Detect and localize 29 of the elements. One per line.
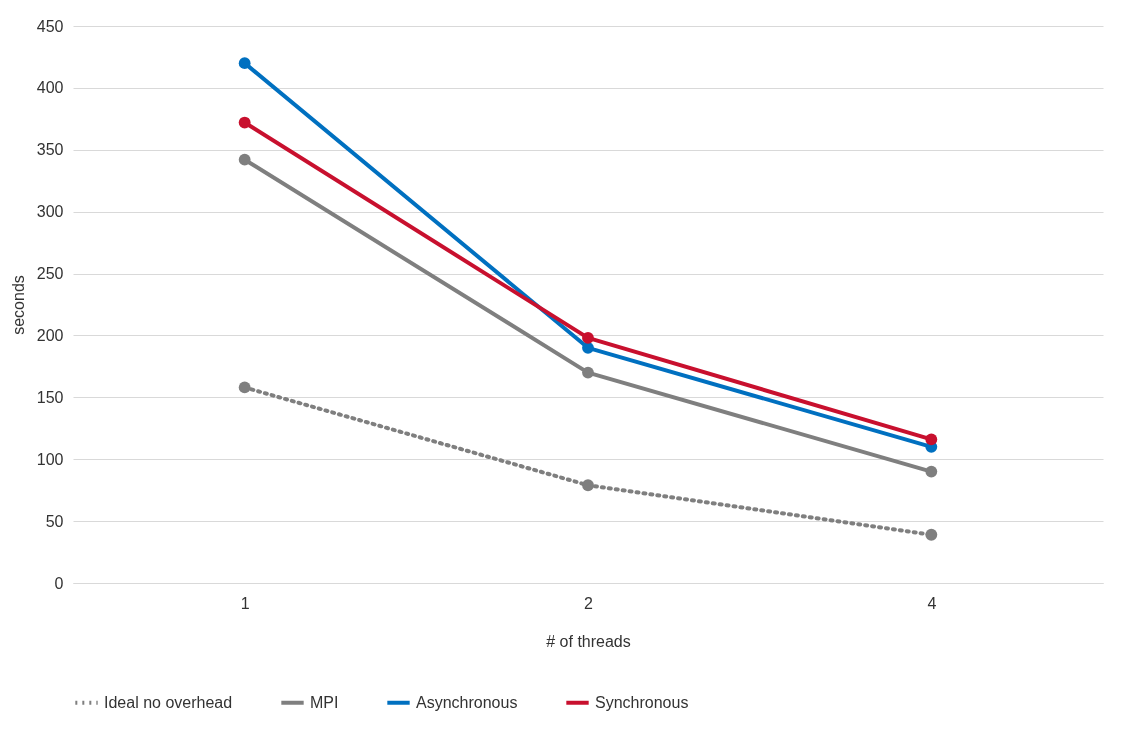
- legend-label: Synchronous: [595, 693, 689, 711]
- y-tick-label: 300: [36, 203, 64, 221]
- y-tick-label: 250: [36, 265, 64, 283]
- y-tick-label: 100: [36, 450, 64, 468]
- point: [925, 433, 938, 446]
- point: [582, 332, 594, 344]
- y-tick-label: 200: [36, 326, 64, 344]
- point: [925, 465, 938, 478]
- legend-label: MPI: [310, 693, 339, 711]
- y-tick-label: 0: [54, 574, 64, 592]
- point: [582, 479, 594, 492]
- point: [238, 381, 251, 394]
- x-tick-label: 2: [584, 594, 594, 612]
- point: [238, 153, 251, 166]
- y-tick-label: 350: [36, 141, 64, 159]
- y-tick-label: 400: [36, 79, 64, 97]
- x-tick-label: 1: [240, 594, 250, 612]
- y-tick-label: 50: [45, 512, 64, 530]
- x-axis-title: # of threads: [546, 632, 631, 650]
- point: [925, 528, 938, 541]
- y-axis-title: seconds: [9, 275, 27, 335]
- legend-label: Ideal no overhead: [104, 693, 233, 711]
- x-tick-label: 4: [927, 594, 937, 612]
- legend-label: Asynchronous: [416, 693, 518, 711]
- point: [238, 116, 251, 129]
- point: [238, 57, 251, 70]
- y-tick-label: 450: [36, 17, 64, 35]
- y-tick-label: 150: [36, 388, 64, 406]
- point: [582, 366, 594, 379]
